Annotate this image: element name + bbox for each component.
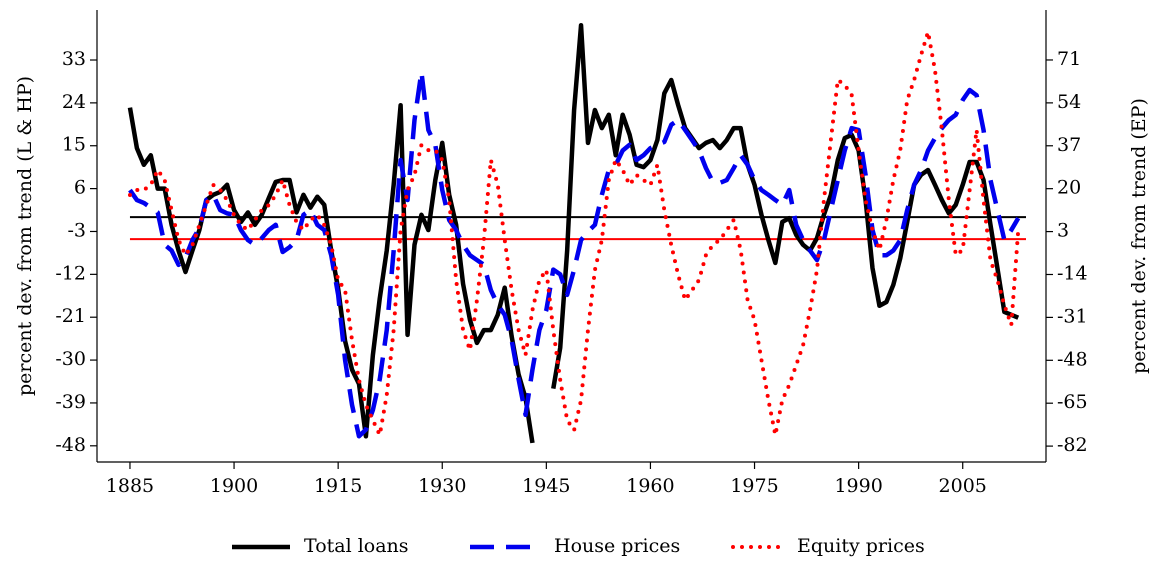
y-tick-label: -39 (55, 391, 86, 413)
x-tick-label: 1975 (730, 475, 778, 497)
y2-axis-label: percent dev. from trend (EP) (1128, 98, 1150, 374)
y2-tick-label: 71 (1057, 48, 1081, 70)
y2-tick-label: 54 (1057, 91, 1081, 113)
x-tick-label: 1915 (314, 475, 362, 497)
y-tick-label: -12 (55, 262, 86, 284)
y2-tick-label: -65 (1057, 391, 1088, 413)
y-tick-label: 6 (74, 177, 86, 199)
y-tick-label: -3 (67, 219, 86, 241)
x-tick-label: 1930 (418, 475, 466, 497)
x-tick-label: 1945 (522, 475, 570, 497)
x-tick-label: 1900 (210, 475, 258, 497)
x-tick-label: 2005 (939, 475, 987, 497)
y2-tick-label: -14 (1057, 262, 1088, 284)
legend-label: Equity prices (797, 535, 925, 557)
data-line (127, 29, 1021, 437)
y2-tick-label: 20 (1057, 177, 1081, 199)
y-tick-label: -21 (55, 305, 86, 327)
y-axis-label: percent dev. from trend (L & HP) (14, 76, 36, 396)
legend-label: House prices (554, 535, 680, 557)
y2-tick-label: -82 (1057, 434, 1088, 456)
y2-tick-label: 3 (1057, 220, 1069, 242)
y2-tick-label: -48 (1057, 348, 1088, 370)
y2-tick-label: -31 (1057, 305, 1088, 327)
x-tick-label: 1885 (106, 475, 154, 497)
y-tick-label: 15 (62, 134, 86, 156)
y-tick-label: -48 (55, 434, 86, 456)
legend-label: Total loans (304, 535, 409, 557)
y2-tick-label: 37 (1057, 134, 1081, 156)
x-tick-label: 1990 (834, 475, 882, 497)
y-tick-label: 33 (62, 48, 86, 70)
y-tick-label: -30 (55, 348, 86, 370)
y-tick-label: 24 (62, 91, 86, 113)
x-tick-label: 1960 (626, 475, 674, 497)
